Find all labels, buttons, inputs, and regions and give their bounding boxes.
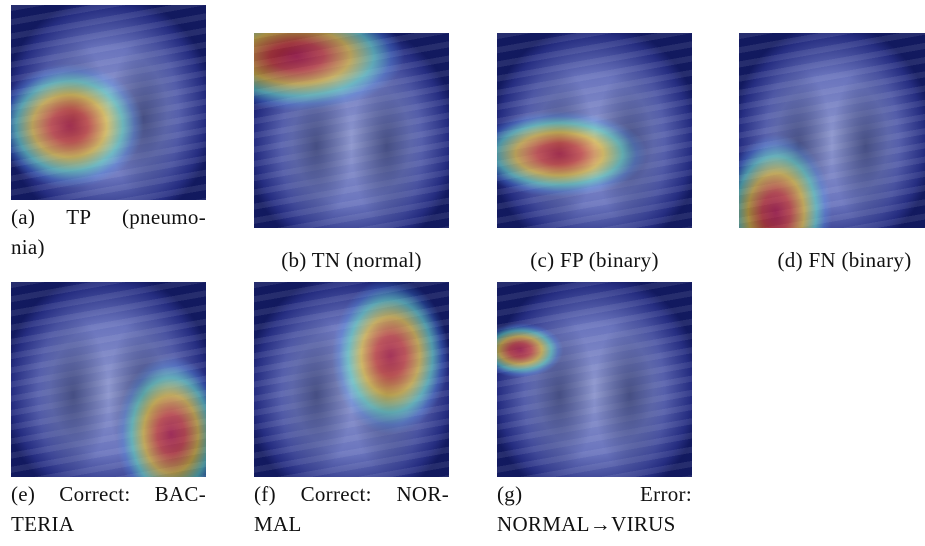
heatmap	[739, 33, 925, 228]
heatmap	[497, 282, 692, 477]
caption-line: (e) Correct: BAC-	[11, 479, 206, 509]
heatmap	[254, 33, 449, 228]
caption: (d) FN (binary)	[747, 245, 925, 275]
caption: (c) FP (binary)	[497, 245, 692, 275]
xray-heatmap-image	[739, 33, 925, 228]
caption-line: NORMAL→VIRUS	[497, 509, 692, 539]
caption-line: MAL	[254, 509, 449, 539]
xray-heatmap-image	[497, 33, 692, 228]
caption-line: nia)	[11, 232, 206, 262]
heatmap	[11, 5, 206, 200]
caption-line: (g) Error:	[497, 479, 692, 509]
caption-line: (a) TP (pneumo-	[11, 202, 206, 232]
caption-line: TERIA	[11, 509, 206, 539]
caption: (g) Error:NORMAL→VIRUS	[497, 479, 692, 539]
xray-heatmap-image	[254, 282, 449, 477]
xray-heatmap-image	[11, 282, 206, 477]
caption-line: (d) FN (binary)	[747, 245, 925, 275]
xray-heatmap-image	[254, 33, 449, 228]
xray-heatmap-image	[497, 282, 692, 477]
caption: (f) Correct: NOR-MAL	[254, 479, 449, 539]
caption-line: (f) Correct: NOR-	[254, 479, 449, 509]
heatmap	[497, 33, 692, 228]
xray-heatmap-image	[11, 5, 206, 200]
caption: (b) TN (normal)	[254, 245, 449, 275]
heatmap	[254, 282, 449, 477]
heatmap	[11, 282, 206, 477]
caption: (a) TP (pneumo-nia)	[11, 202, 206, 262]
caption-line: (b) TN (normal)	[254, 245, 449, 275]
figure-grid: (a) TP (pneumo-nia) (b) TN (normal) (c) FP…	[0, 0, 925, 546]
caption-line: (c) FP (binary)	[497, 245, 692, 275]
caption: (e) Correct: BAC-TERIA	[11, 479, 206, 539]
